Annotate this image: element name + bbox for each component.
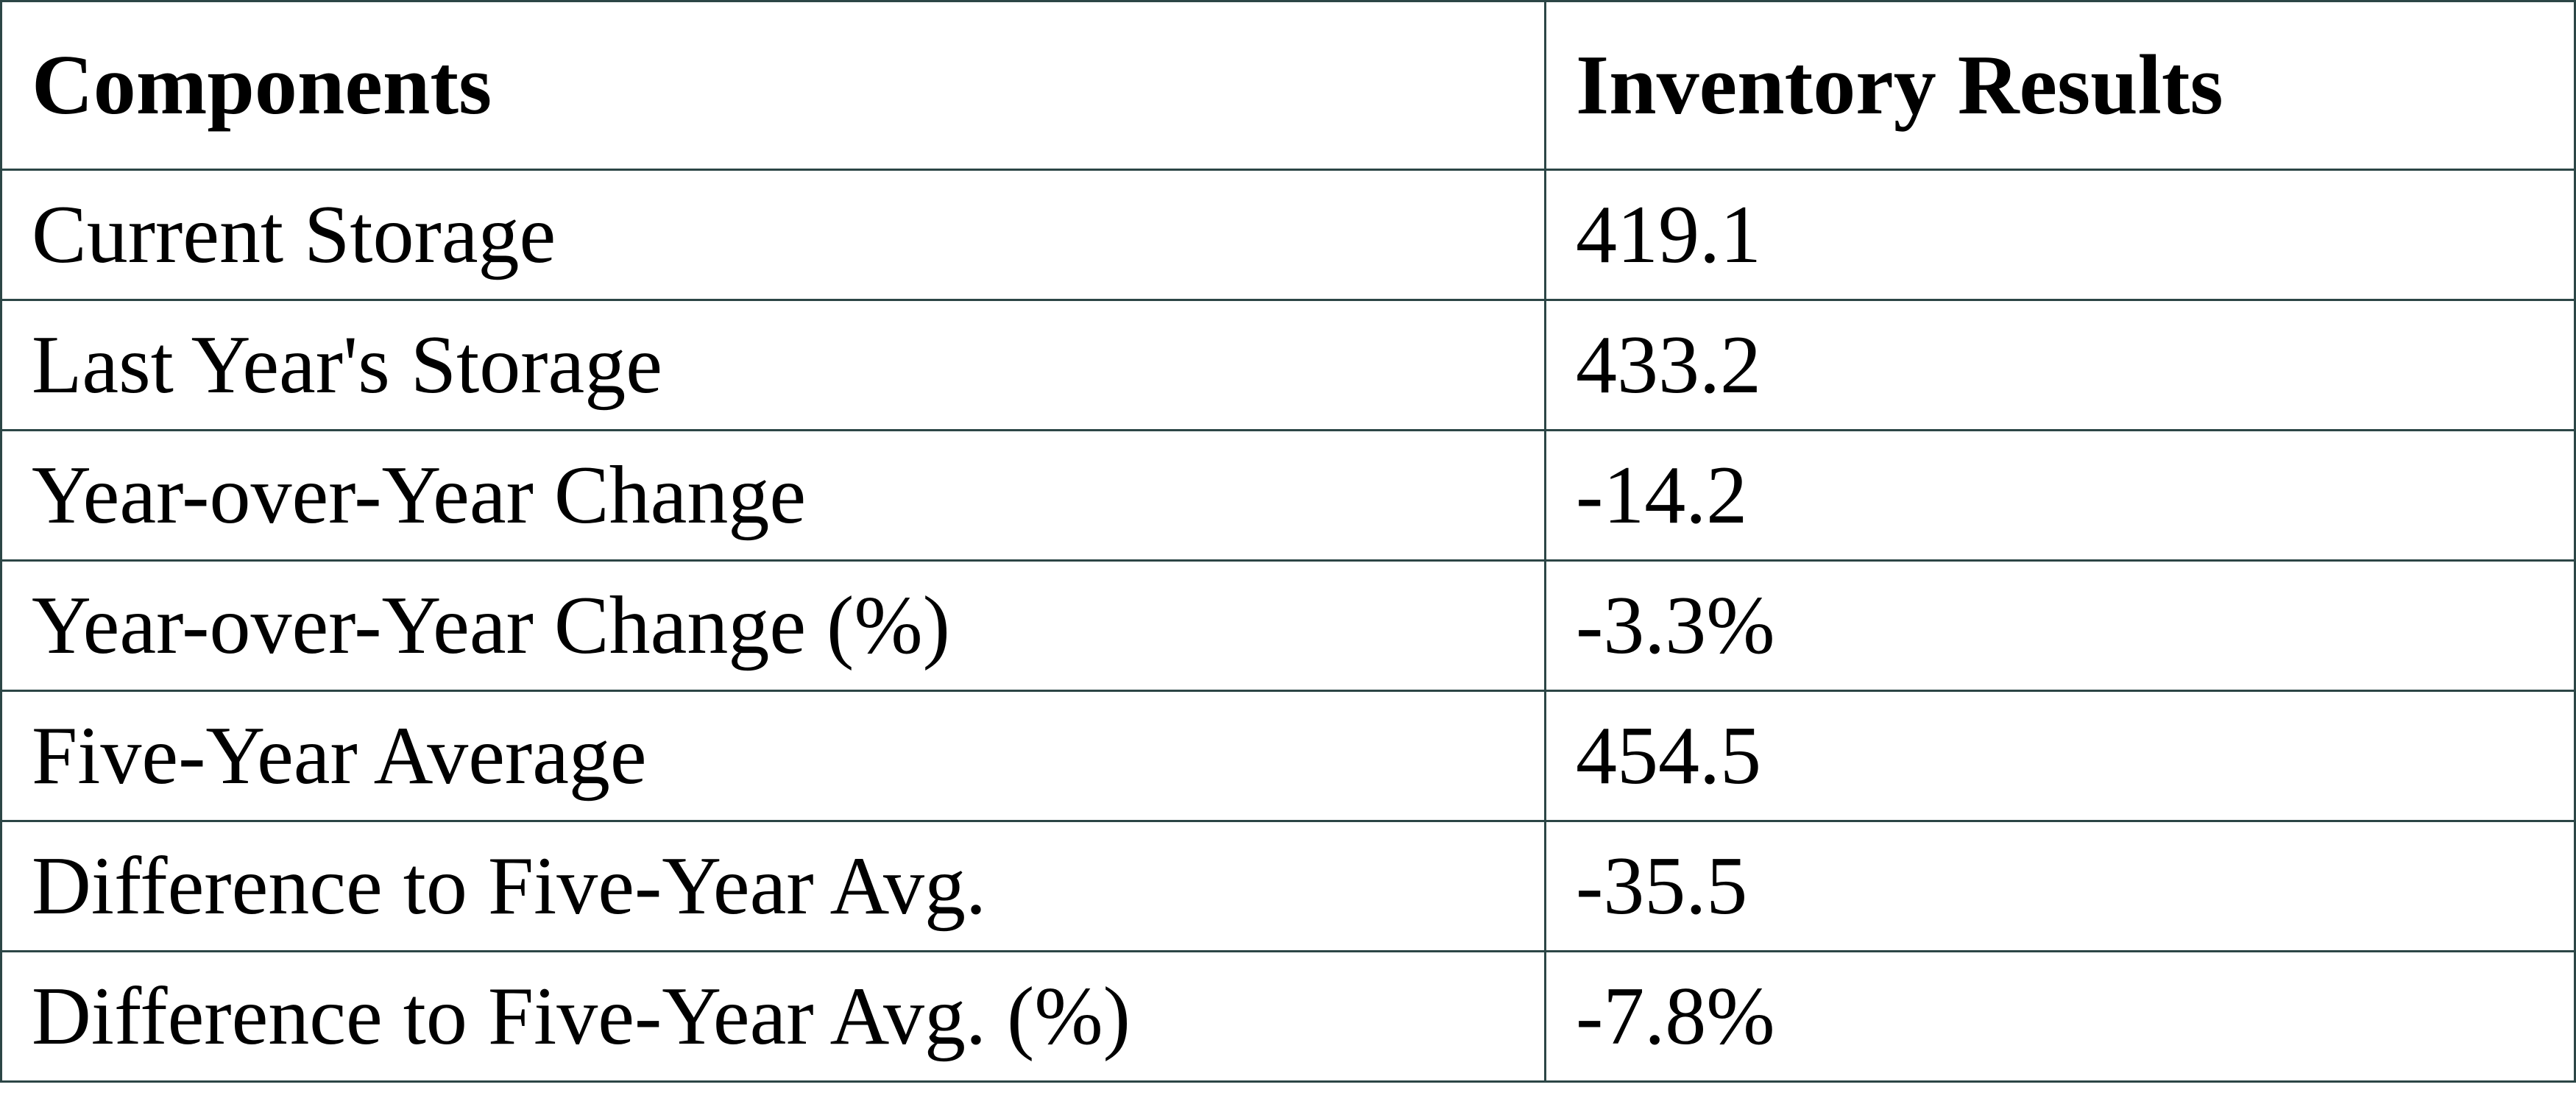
- component-cell: Last Year's Storage: [0, 299, 1546, 431]
- result-cell: 454.5: [1544, 690, 2576, 822]
- result-cell: -3.3%: [1544, 559, 2576, 692]
- table-row: Current Storage 419.1: [0, 169, 2576, 301]
- result-cell: -14.2: [1544, 429, 2576, 562]
- table-row: Year-over-Year Change -14.2: [0, 429, 2576, 562]
- component-cell: Current Storage: [0, 169, 1546, 301]
- table-body: Current Storage 419.1 Last Year's Storage 4…: [0, 169, 2576, 1083]
- header-cell: Inventory Results: [1544, 0, 2576, 171]
- table-header: Components Inventory Results: [0, 0, 2576, 171]
- result-cell: -35.5: [1544, 820, 2576, 952]
- header-cell: Components: [0, 0, 1546, 171]
- result-cell: 419.1: [1544, 169, 2576, 301]
- table-row: Difference to Five-Year Avg. (%) -7.8%: [0, 950, 2576, 1083]
- header-row: Components Inventory Results: [0, 0, 2576, 171]
- table-row: Five-Year Average 454.5: [0, 690, 2576, 822]
- table-row: Difference to Five-Year Avg. -35.5: [0, 820, 2576, 952]
- component-cell: Five-Year Average: [0, 690, 1546, 822]
- component-cell: Difference to Five-Year Avg.: [0, 820, 1546, 952]
- component-cell: Year-over-Year Change (%): [0, 559, 1546, 692]
- component-cell: Difference to Five-Year Avg. (%): [0, 950, 1546, 1083]
- result-cell: 433.2: [1544, 299, 2576, 431]
- table-row: Year-over-Year Change (%) -3.3%: [0, 559, 2576, 692]
- component-cell: Year-over-Year Change: [0, 429, 1546, 562]
- table-row: Last Year's Storage 433.2: [0, 299, 2576, 431]
- result-cell: -7.8%: [1544, 950, 2576, 1083]
